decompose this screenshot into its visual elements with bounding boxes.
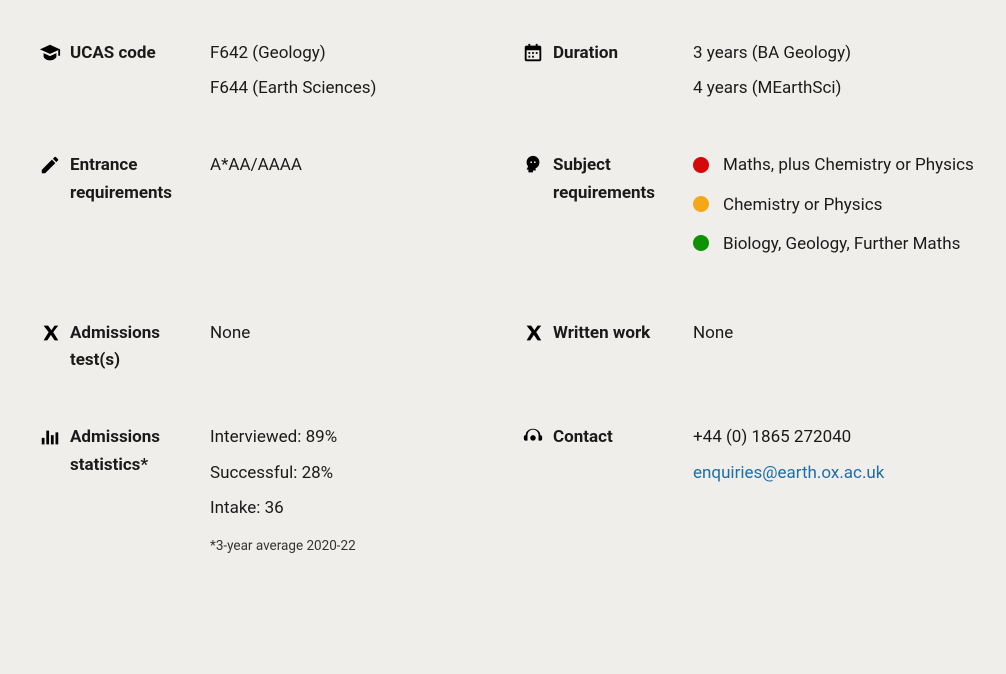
stats-line-2: Successful: 28% (210, 460, 493, 487)
bar-chart-icon (30, 424, 70, 457)
info-grid: UCAS code F642 (Geology) F644 (Earth Sci… (30, 40, 976, 557)
ucas-line-2: F644 (Earth Sciences) (210, 75, 493, 102)
duration-line-1: 3 years (BA Geology) (693, 40, 976, 67)
subject-req-2: Chemistry or Physics (693, 192, 976, 219)
duration-values: 3 years (BA Geology) 4 years (MEarthSci) (693, 40, 976, 102)
subject-text-2: Chemistry or Physics (723, 195, 882, 215)
stats-line-3: Intake: 36 (210, 495, 493, 522)
dot-red (693, 157, 709, 173)
subject-req-3: Biology, Geology, Further Maths (693, 231, 976, 258)
head-gear-icon (513, 152, 553, 185)
ucas-row: UCAS code F642 (Geology) F644 (Earth Sci… (30, 40, 493, 102)
entrance-row: Entrance requirements A*AA/AAAA (30, 152, 493, 270)
ucas-label: UCAS code (70, 40, 210, 67)
duration-label: Duration (553, 40, 693, 67)
x-icon (30, 320, 70, 353)
duration-line-2: 4 years (MEarthSci) (693, 75, 976, 102)
contact-phone: +44 (0) 1865 272040 (693, 424, 976, 451)
subject-req-1: Maths, plus Chemistry or Physics (693, 152, 976, 179)
stats-row: Admissions statistics* Interviewed: 89% … (30, 424, 493, 557)
subjects-values: Maths, plus Chemistry or Physics Chemist… (693, 152, 976, 270)
stats-asterisk: * (140, 455, 148, 475)
x-icon (513, 320, 553, 353)
contact-email-link[interactable]: enquiries@earth.ox.ac.uk (693, 463, 884, 483)
ucas-values: F642 (Geology) F644 (Earth Sciences) (210, 40, 493, 102)
ucas-line-1: F642 (Geology) (210, 40, 493, 67)
calendar-icon (513, 40, 553, 73)
dot-amber (693, 196, 709, 212)
entrance-label: Entrance requirements (70, 152, 210, 206)
pencil-icon (30, 152, 70, 185)
entrance-value: A*AA/AAAA (210, 152, 493, 179)
written-label: Written work (553, 320, 693, 347)
subjects-label: Subject requirements (553, 152, 693, 206)
stats-line-1: Interviewed: 89% (210, 424, 493, 451)
subject-text-1: Maths, plus Chemistry or Physics (723, 155, 974, 175)
written-row: Written work None (513, 320, 976, 374)
stats-values: Interviewed: 89% Successful: 28% Intake:… (210, 424, 493, 557)
tests-value: None (210, 320, 493, 347)
subject-text-3: Biology, Geology, Further Maths (723, 234, 960, 254)
tests-row: Admissions test(s) None (30, 320, 493, 374)
phone-icon (513, 424, 553, 457)
contact-values: +44 (0) 1865 272040 enquiries@earth.ox.a… (693, 424, 976, 486)
contact-label: Contact (553, 424, 693, 451)
dot-green (693, 235, 709, 251)
graduation-cap-icon (30, 40, 70, 73)
subjects-row: Subject requirements Maths, plus Chemist… (513, 152, 976, 270)
tests-label: Admissions test(s) (70, 320, 210, 374)
stats-label: Admissions statistics* (70, 424, 210, 478)
duration-row: Duration 3 years (BA Geology) 4 years (M… (513, 40, 976, 102)
written-value: None (693, 320, 976, 347)
stats-footnote: *3-year average 2020-22 (210, 536, 493, 558)
contact-row: Contact +44 (0) 1865 272040 enquiries@ea… (513, 424, 976, 557)
